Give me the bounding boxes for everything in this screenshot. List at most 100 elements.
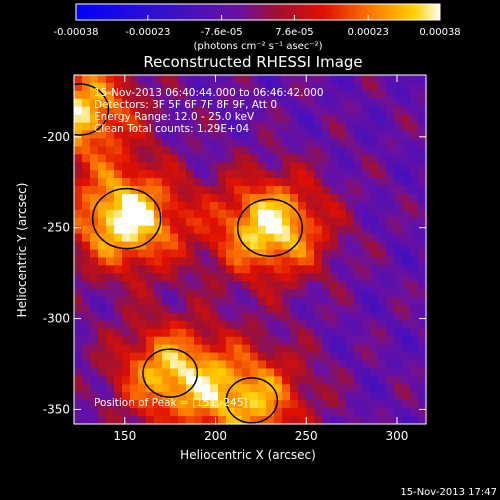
heatmap-cell xyxy=(114,193,123,203)
heatmap-cell xyxy=(306,400,315,409)
heatmap-cell xyxy=(194,368,203,378)
heatmap-cell xyxy=(330,273,339,282)
heatmap-cell xyxy=(106,416,115,425)
heatmap-cell xyxy=(418,75,427,84)
heatmap-cell xyxy=(210,201,219,211)
x-tick-label: 150 xyxy=(113,429,136,443)
heatmap-cell xyxy=(122,360,131,370)
heatmap-cell xyxy=(130,75,139,84)
heatmap-cell xyxy=(186,265,195,274)
heatmap-cell xyxy=(338,146,347,155)
heatmap-cell xyxy=(290,289,299,298)
heatmap-cell xyxy=(138,352,147,362)
heatmap-cell xyxy=(410,193,419,203)
heatmap-cell xyxy=(138,408,147,417)
heatmap-cell xyxy=(218,392,227,401)
heatmap-cell xyxy=(298,201,307,211)
heatmap-cell xyxy=(234,265,243,274)
heatmap-cell xyxy=(282,408,291,417)
heatmap-cell xyxy=(146,273,155,282)
heatmap-cell xyxy=(138,384,147,393)
heatmap-cell xyxy=(338,170,347,179)
heatmap-cell xyxy=(314,106,323,116)
heatmap-cell xyxy=(114,352,123,362)
heatmap-cell xyxy=(202,233,211,243)
heatmap-cell xyxy=(402,265,411,274)
heatmap-cell xyxy=(338,249,347,259)
colorbar xyxy=(75,3,441,21)
heatmap-cell xyxy=(314,122,323,132)
heatmap-cell xyxy=(282,138,291,147)
heatmap-cell xyxy=(74,122,83,132)
heatmap-cell xyxy=(74,186,83,195)
heatmap-cell xyxy=(170,408,179,417)
heatmap-cell xyxy=(90,257,99,266)
heatmap-cell xyxy=(234,328,243,338)
heatmap-cell xyxy=(314,336,323,346)
heatmap-cell xyxy=(258,98,267,108)
heatmap-cell xyxy=(194,273,203,282)
heatmap-cell xyxy=(218,360,227,370)
heatmap-cell xyxy=(82,344,91,354)
heatmap-cell xyxy=(202,225,211,235)
y-tick-label: -250 xyxy=(43,221,70,235)
heatmap-cell xyxy=(234,241,243,251)
heatmap-cell xyxy=(394,384,403,393)
heatmap-cell xyxy=(178,178,187,187)
heatmap-cell xyxy=(186,201,195,211)
heatmap-cell xyxy=(418,336,427,346)
heatmap-cell xyxy=(122,289,131,298)
heatmap-cell xyxy=(90,344,99,354)
heatmap-cell xyxy=(354,193,363,203)
heatmap-cell xyxy=(290,154,299,163)
heatmap-cell xyxy=(290,328,299,338)
heatmap-cell xyxy=(378,170,387,179)
heatmap-cell xyxy=(242,320,251,330)
heatmap-cell xyxy=(394,75,403,84)
heatmap-cell xyxy=(218,186,227,195)
heatmap-cell xyxy=(154,162,163,171)
heatmap-cell xyxy=(122,328,131,338)
heatmap-cell xyxy=(402,130,411,140)
heatmap-cell xyxy=(218,336,227,346)
heatmap-cell xyxy=(242,122,251,132)
heatmap-cell xyxy=(274,352,283,362)
heatmap-cell xyxy=(266,249,275,259)
heatmap-cell xyxy=(338,265,347,274)
heatmap-cell xyxy=(122,106,131,116)
heatmap-cell xyxy=(138,154,147,163)
heatmap-cell xyxy=(250,328,259,338)
heatmap-cell xyxy=(346,146,355,155)
heatmap-cell xyxy=(146,130,155,140)
heatmap-cell xyxy=(346,344,355,354)
axis-ticks: 150 200 250 300-200-250-300-350 xyxy=(43,75,426,443)
heatmap-cell xyxy=(338,178,347,187)
heatmap-cell xyxy=(210,257,219,266)
heatmap-cell xyxy=(130,352,139,362)
heatmap-cell xyxy=(194,170,203,179)
heatmap-cell xyxy=(362,75,371,84)
heatmap-cell xyxy=(90,384,99,393)
heatmap-cell xyxy=(266,392,275,401)
heatmap-cell xyxy=(346,281,355,290)
heatmap-cell xyxy=(282,114,291,124)
heatmap-cell xyxy=(322,201,331,211)
heatmap-cell xyxy=(122,416,131,425)
heatmap-cell xyxy=(346,114,355,124)
heatmap-cell xyxy=(354,233,363,243)
heatmap-cell xyxy=(122,320,131,330)
heatmap-cell xyxy=(306,82,315,92)
heatmap-cell xyxy=(418,170,427,179)
heatmap-cell xyxy=(394,130,403,140)
heatmap-cell xyxy=(146,368,155,378)
heatmap-cell xyxy=(106,281,115,290)
heatmap-cell xyxy=(162,305,171,314)
heatmap-cell xyxy=(234,273,243,282)
heatmap-cell xyxy=(362,201,371,211)
heatmap-cell xyxy=(202,320,211,330)
heatmap-cell xyxy=(314,201,323,211)
heatmap-cell xyxy=(202,257,211,266)
heatmap-cell xyxy=(338,75,347,84)
heatmap-cell xyxy=(370,138,379,147)
heatmap-cell xyxy=(114,392,123,401)
